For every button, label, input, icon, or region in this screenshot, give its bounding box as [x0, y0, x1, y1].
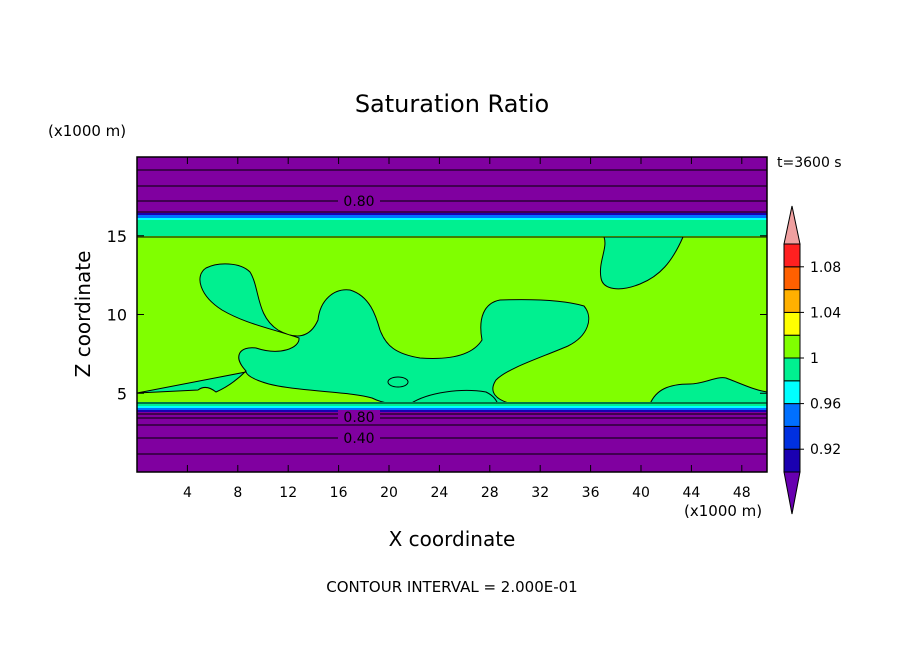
contour-label: 0.80: [343, 410, 374, 426]
x-tick-label: 48: [733, 485, 751, 501]
y-units-label: (x1000 m): [48, 122, 126, 140]
colorbar-swatch: [783, 266, 801, 291]
x-tick-label: 16: [330, 485, 348, 501]
y-tick-label: 10: [107, 306, 127, 325]
layer-lower-deep-blue: [137, 410, 767, 413]
colorbar-over-triangle: [783, 205, 801, 245]
colorbar-swatch: [783, 334, 801, 359]
contour-label: 0.40: [343, 431, 374, 447]
colorbar-swatch: [783, 448, 801, 473]
x-units-label: (x1000 m): [684, 502, 762, 520]
colorbar-tick-label: 1.04: [810, 305, 841, 321]
moist-pocket-main: [137, 263, 590, 405]
x-tick-label: 40: [632, 485, 650, 501]
colorbar-tick-label: 0.92: [810, 442, 841, 458]
x-tick-label: 12: [279, 485, 297, 501]
contour-lines: [137, 169, 767, 455]
layer-lower-moist: [137, 402, 767, 406]
colorbar-tick-label: 1: [810, 351, 819, 367]
layer-lower-cyan: [137, 406, 767, 408]
colorbar-tick-label: 0.96: [810, 397, 841, 413]
time-label: t=3600 s: [777, 155, 842, 171]
moist-pocket-small: [387, 376, 409, 388]
x-tick-label: 44: [682, 485, 700, 501]
x-tick-label: 8: [233, 485, 242, 501]
colorbar: 0.92 0.96 1 1.04 1.08: [783, 205, 841, 515]
layer-upper-cyan: [137, 218, 767, 220]
x-tick-label: 28: [481, 485, 499, 501]
colorbar-swatch: [783, 357, 801, 382]
y-axis: 5 10 15: [107, 227, 767, 403]
x-axis: 4 8 12 16 20 24 28 32 36 40 44 48: [183, 157, 751, 501]
colorbar-swatch: [783, 289, 801, 313]
layer-upper-blue: [137, 215, 767, 218]
layer-upper-dry: [137, 157, 767, 217]
moist-pocket-lower-mid: [408, 390, 499, 405]
y-axis-label: Z coordinate: [71, 251, 95, 378]
layer-lower-blue: [137, 408, 767, 411]
colorbar-swatch: [783, 311, 801, 336]
colorbar-swatch: [783, 380, 801, 405]
colorbar-under-triangle: [783, 471, 801, 515]
y-tick-label: 5: [117, 384, 127, 403]
colorbar-swatch: [783, 425, 801, 450]
layer-upper-moist: [137, 220, 767, 237]
colorbar-swatch: [783, 243, 801, 268]
contour-label: 0.80: [343, 194, 374, 210]
x-tick-label: 32: [531, 485, 549, 501]
moist-pocket-lower-right: [649, 377, 767, 405]
moist-pocket-upper-right: [599, 236, 684, 290]
layer-upper-deep-blue: [137, 213, 767, 216]
x-tick-label: 24: [430, 485, 448, 501]
layer-lower-dry: [137, 412, 767, 472]
colorbar-tick-label: 1.08: [810, 260, 841, 276]
x-axis-label: X coordinate: [389, 527, 516, 551]
footer-contour-interval: CONTOUR INTERVAL = 2.000E-01: [326, 578, 577, 596]
x-tick-label: 20: [380, 485, 398, 501]
x-tick-label: 4: [183, 485, 192, 501]
y-tick-label: 15: [107, 227, 127, 246]
colorbar-swatch: [783, 403, 801, 427]
chart-title: Saturation Ratio: [355, 90, 549, 118]
contour-label-group: 0.80 0.80 0.40: [338, 193, 380, 447]
x-tick-label: 36: [582, 485, 600, 501]
contour-field: 0.80 0.80 0.40: [137, 157, 767, 472]
